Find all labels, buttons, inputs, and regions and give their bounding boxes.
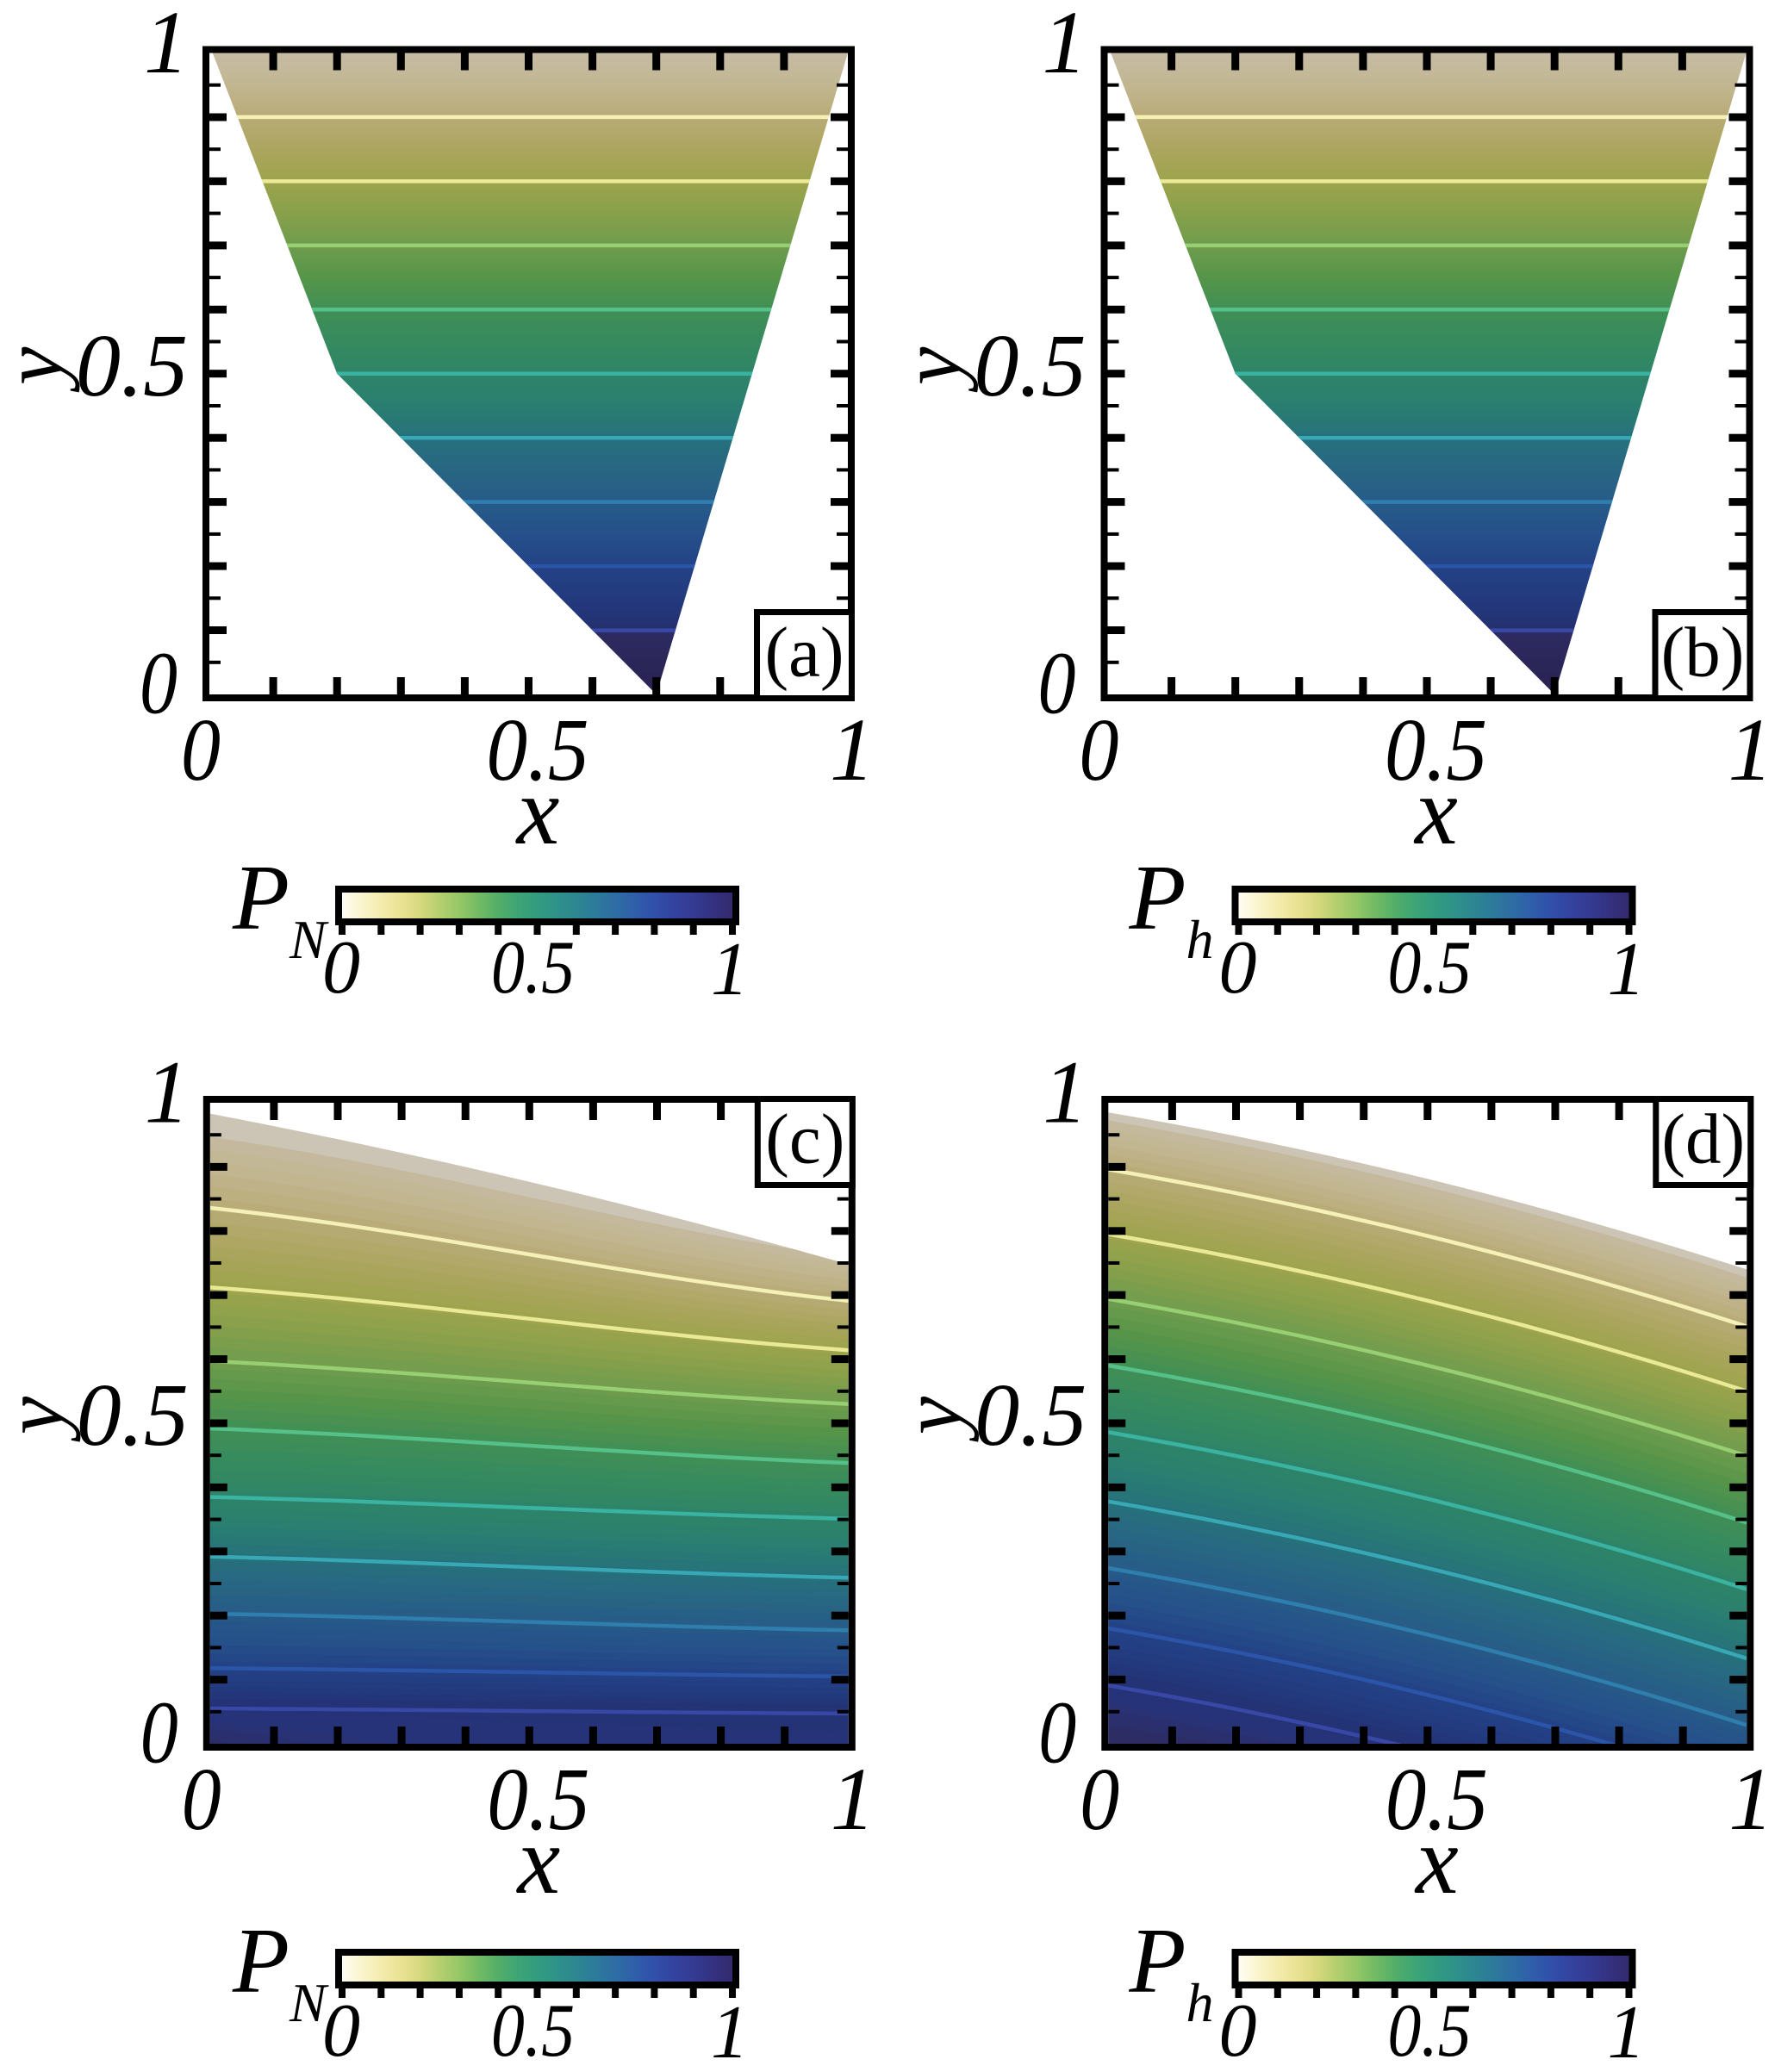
svg-text:0: 0 xyxy=(1038,1683,1076,1783)
svg-text:0.5: 0.5 xyxy=(491,1989,575,2072)
svg-text:0.5: 0.5 xyxy=(1388,926,1472,1010)
svg-text:0.5: 0.5 xyxy=(487,1750,589,1849)
svg-text:P: P xyxy=(232,1910,290,2013)
svg-text:0: 0 xyxy=(140,1683,178,1783)
svg-text:0.5: 0.5 xyxy=(1385,700,1487,800)
svg-text:1: 1 xyxy=(1608,928,1646,1011)
svg-text:(b): (b) xyxy=(1661,613,1745,692)
svg-text:0.5: 0.5 xyxy=(975,1366,1087,1465)
svg-text:1: 1 xyxy=(831,1750,875,1849)
svg-text:1: 1 xyxy=(1728,1750,1773,1849)
svg-text:1: 1 xyxy=(144,0,189,92)
svg-text:P: P xyxy=(1129,1910,1186,2013)
svg-text:0: 0 xyxy=(140,634,177,733)
svg-text:y: y xyxy=(0,1396,81,1442)
svg-text:x: x xyxy=(515,758,560,865)
svg-text:P: P xyxy=(1129,847,1186,949)
svg-text:1: 1 xyxy=(145,1043,190,1142)
svg-text:0: 0 xyxy=(1219,926,1257,1010)
svg-text:0: 0 xyxy=(182,1750,221,1849)
svg-text:0.5: 0.5 xyxy=(491,926,575,1010)
svg-text:1: 1 xyxy=(1608,1991,1646,2072)
svg-text:(a): (a) xyxy=(764,613,844,692)
svg-text:0: 0 xyxy=(322,1989,360,2072)
svg-text:1: 1 xyxy=(1043,1043,1087,1142)
svg-text:0.5: 0.5 xyxy=(975,316,1087,415)
svg-text:0.5: 0.5 xyxy=(1388,1989,1472,2072)
svg-text:x: x xyxy=(515,1808,560,1914)
svg-text:(d): (d) xyxy=(1661,1099,1745,1179)
svg-text:1: 1 xyxy=(1728,700,1773,800)
svg-text:N: N xyxy=(289,909,329,970)
svg-text:P: P xyxy=(232,847,290,949)
svg-text:1: 1 xyxy=(830,700,875,800)
svg-text:(c): (c) xyxy=(765,1099,844,1179)
svg-text:h: h xyxy=(1186,909,1214,970)
svg-text:0: 0 xyxy=(1080,700,1119,800)
svg-text:1: 1 xyxy=(1043,0,1087,92)
svg-text:1: 1 xyxy=(711,1991,749,2072)
svg-text:0: 0 xyxy=(1038,634,1076,733)
svg-text:0.5: 0.5 xyxy=(77,1366,189,1465)
svg-text:N: N xyxy=(289,1972,329,2033)
svg-text:0.5: 0.5 xyxy=(76,316,188,415)
svg-text:0: 0 xyxy=(1219,1989,1257,2072)
svg-text:x: x xyxy=(1414,1808,1459,1914)
svg-text:0.5: 0.5 xyxy=(1386,1750,1488,1849)
svg-text:0: 0 xyxy=(1080,1750,1119,1849)
svg-text:y: y xyxy=(0,346,80,393)
svg-text:0: 0 xyxy=(322,926,360,1010)
svg-text:0: 0 xyxy=(181,700,221,800)
svg-text:y: y xyxy=(883,1396,979,1442)
svg-text:x: x xyxy=(1413,758,1458,865)
svg-text:h: h xyxy=(1186,1972,1214,2033)
svg-text:0.5: 0.5 xyxy=(487,700,589,800)
svg-text:y: y xyxy=(883,346,979,393)
svg-text:1: 1 xyxy=(711,928,749,1011)
